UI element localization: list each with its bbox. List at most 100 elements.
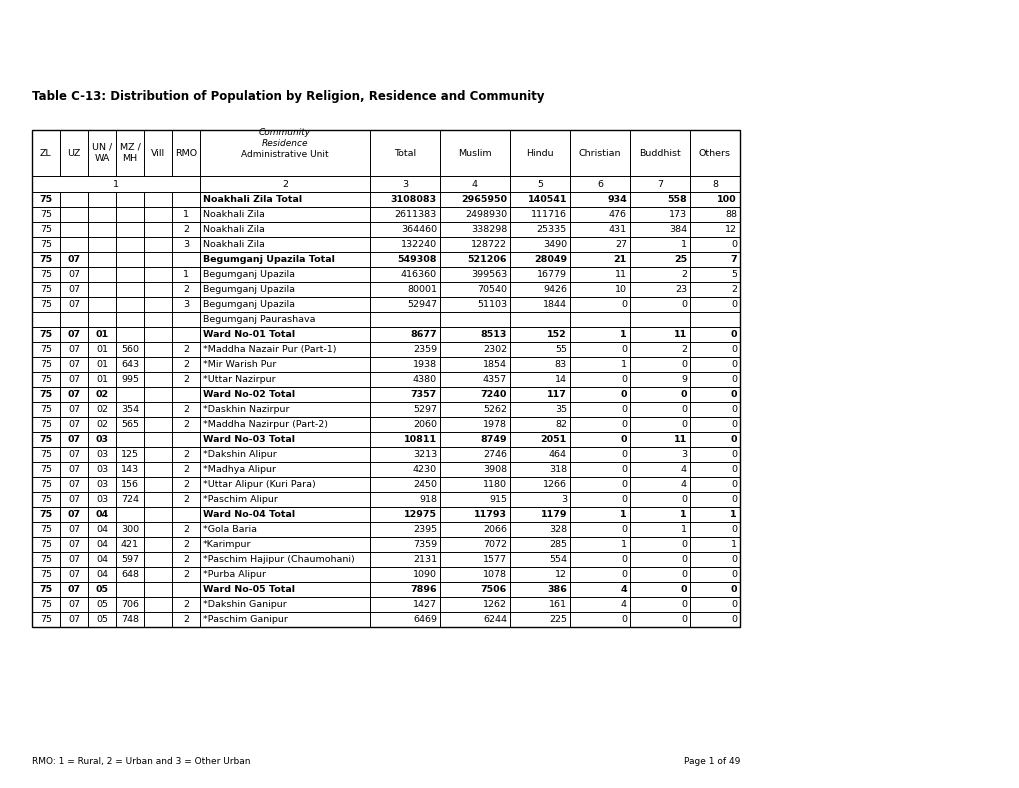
- Text: 07: 07: [68, 285, 79, 294]
- Bar: [32, 222, 60, 237]
- Bar: [144, 552, 172, 567]
- Bar: [439, 207, 510, 222]
- Text: 2: 2: [281, 180, 287, 188]
- Text: Table C-13: Distribution of Population by Religion, Residence and Community: Table C-13: Distribution of Population b…: [32, 90, 544, 103]
- Text: 75: 75: [40, 495, 52, 504]
- Bar: [88, 387, 116, 402]
- Bar: [510, 312, 570, 327]
- Text: 2: 2: [681, 345, 687, 354]
- Bar: [689, 432, 739, 447]
- Bar: [60, 342, 88, 357]
- Bar: [689, 597, 739, 612]
- Bar: [32, 237, 60, 252]
- Bar: [116, 252, 144, 267]
- Bar: [172, 327, 200, 342]
- Bar: [60, 432, 88, 447]
- Bar: [200, 297, 370, 312]
- Text: 75: 75: [40, 195, 53, 204]
- Bar: [144, 207, 172, 222]
- Text: 07: 07: [68, 495, 79, 504]
- Bar: [116, 612, 144, 627]
- Text: 128722: 128722: [471, 240, 506, 249]
- Text: 0: 0: [731, 240, 737, 249]
- Text: 07: 07: [68, 270, 79, 279]
- Bar: [510, 387, 570, 402]
- Text: 2: 2: [182, 405, 189, 414]
- Text: UN /: UN /: [92, 143, 112, 151]
- Text: *Uttar Nazirpur: *Uttar Nazirpur: [203, 375, 275, 384]
- Bar: [144, 402, 172, 417]
- Bar: [116, 447, 144, 462]
- Text: 2: 2: [182, 600, 189, 609]
- Text: 0: 0: [620, 390, 627, 399]
- Bar: [570, 192, 630, 207]
- Bar: [370, 387, 439, 402]
- Text: 07: 07: [68, 465, 79, 474]
- Text: 83: 83: [554, 360, 567, 369]
- Bar: [370, 582, 439, 597]
- Text: 7357: 7357: [411, 390, 436, 399]
- Bar: [144, 282, 172, 297]
- Bar: [510, 522, 570, 537]
- Bar: [172, 222, 200, 237]
- Bar: [510, 130, 570, 176]
- Bar: [570, 207, 630, 222]
- Text: 04: 04: [96, 510, 108, 519]
- Bar: [510, 462, 570, 477]
- Text: 0: 0: [621, 465, 627, 474]
- Bar: [200, 447, 370, 462]
- Text: 521206: 521206: [467, 255, 506, 264]
- Text: 0: 0: [621, 420, 627, 429]
- Bar: [32, 130, 60, 176]
- Bar: [60, 447, 88, 462]
- Bar: [200, 357, 370, 372]
- Text: 75: 75: [40, 555, 52, 564]
- Text: 0: 0: [621, 405, 627, 414]
- Bar: [370, 612, 439, 627]
- Bar: [144, 237, 172, 252]
- Text: 1: 1: [182, 270, 189, 279]
- Bar: [60, 297, 88, 312]
- Bar: [200, 462, 370, 477]
- Bar: [439, 237, 510, 252]
- Text: 0: 0: [621, 615, 627, 624]
- Bar: [689, 507, 739, 522]
- Bar: [200, 252, 370, 267]
- Bar: [172, 192, 200, 207]
- Bar: [116, 237, 144, 252]
- Bar: [88, 130, 116, 176]
- Bar: [144, 372, 172, 387]
- Text: 12: 12: [554, 570, 567, 579]
- Text: 4: 4: [620, 585, 627, 594]
- Text: 12975: 12975: [404, 510, 436, 519]
- Text: 75: 75: [40, 375, 52, 384]
- Bar: [88, 327, 116, 342]
- Bar: [510, 282, 570, 297]
- Bar: [510, 567, 570, 582]
- Text: 318: 318: [548, 465, 567, 474]
- Bar: [200, 372, 370, 387]
- Text: 3: 3: [182, 300, 189, 309]
- Bar: [88, 582, 116, 597]
- Text: RMO: RMO: [175, 148, 197, 158]
- Bar: [510, 222, 570, 237]
- Bar: [570, 387, 630, 402]
- Text: Administrative Unit: Administrative Unit: [240, 151, 328, 159]
- Text: *Maddha Nazair Pur (Part-1): *Maddha Nazair Pur (Part-1): [203, 345, 336, 354]
- Text: 75: 75: [40, 285, 52, 294]
- Text: 300: 300: [121, 525, 139, 534]
- Text: Ward No-05 Total: Ward No-05 Total: [203, 585, 294, 594]
- Bar: [200, 612, 370, 627]
- Text: 5: 5: [536, 180, 542, 188]
- Bar: [689, 267, 739, 282]
- Bar: [60, 522, 88, 537]
- Bar: [439, 312, 510, 327]
- Text: 643: 643: [121, 360, 139, 369]
- Text: 75: 75: [40, 525, 52, 534]
- Bar: [510, 237, 570, 252]
- Bar: [439, 597, 510, 612]
- Text: 28049: 28049: [533, 255, 567, 264]
- Bar: [88, 222, 116, 237]
- Bar: [689, 327, 739, 342]
- Bar: [172, 297, 200, 312]
